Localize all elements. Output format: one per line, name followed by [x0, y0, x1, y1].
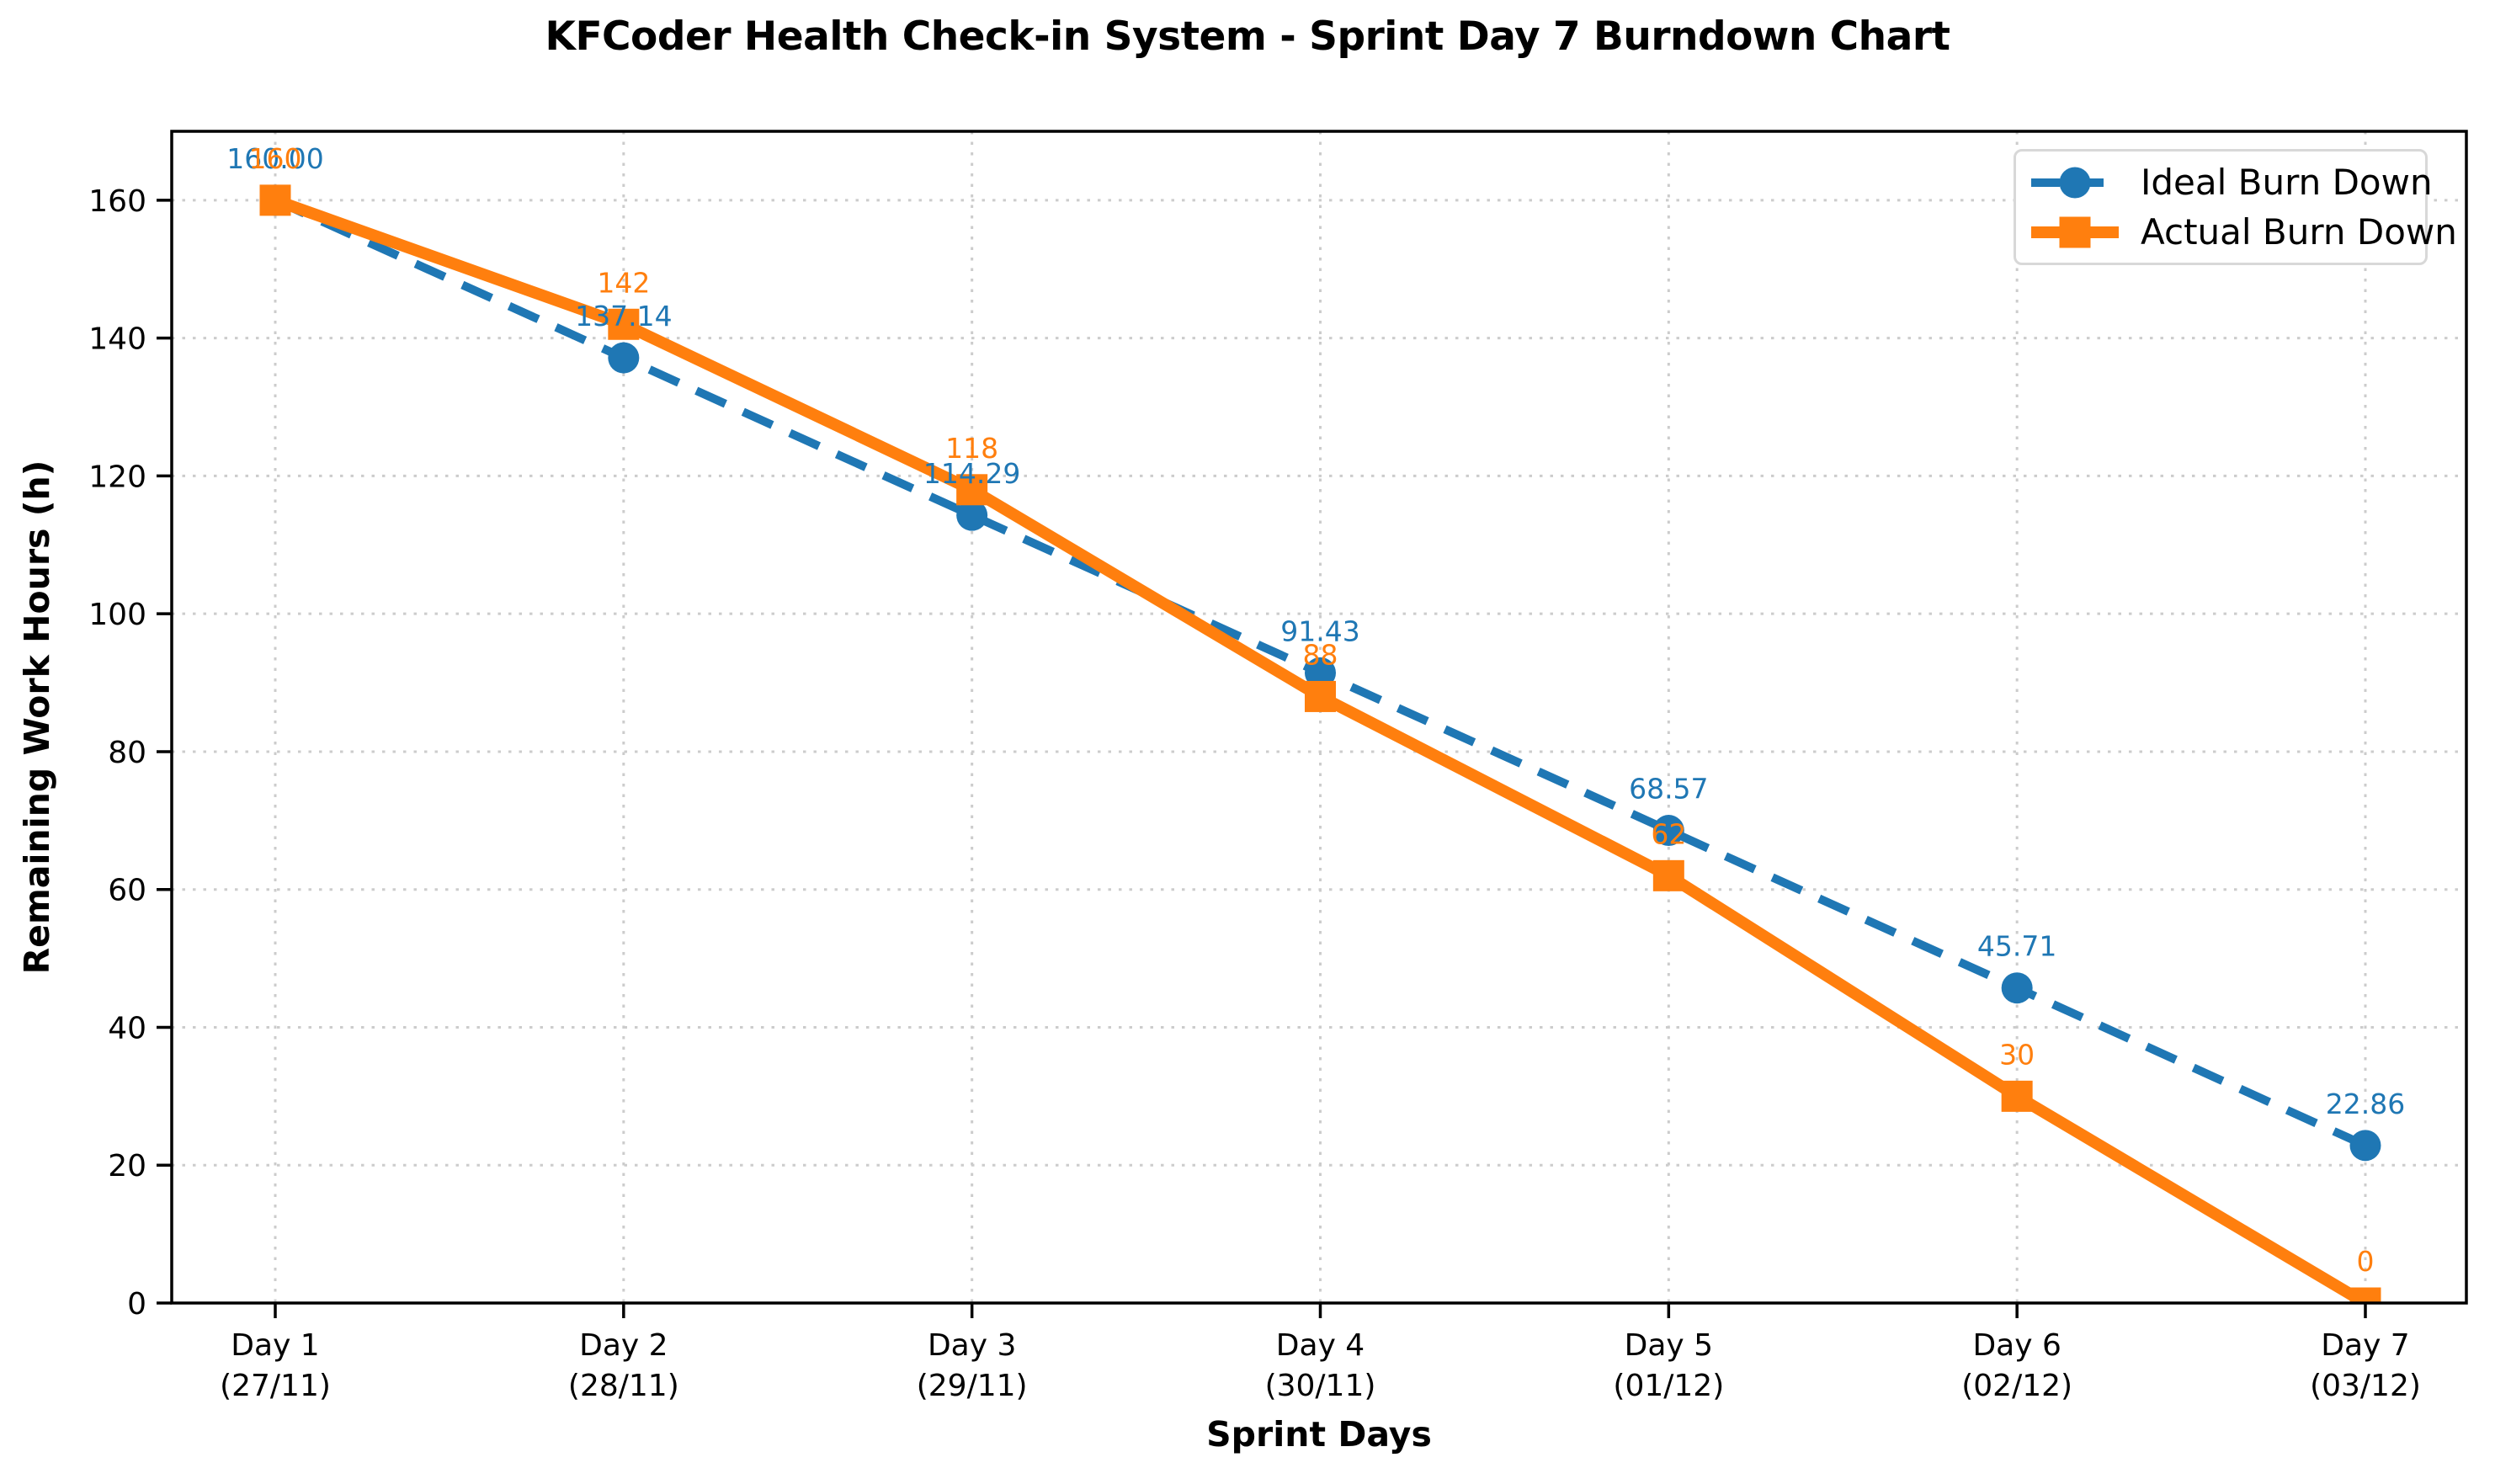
- actual-point-marker: [259, 184, 291, 216]
- x-tick-label-date: (27/11): [220, 1369, 331, 1403]
- data-label: 160.00: [226, 142, 323, 175]
- y-tick-label: 20: [108, 1149, 146, 1183]
- data-label: 22.86: [2326, 1088, 2405, 1120]
- x-tick-label-date: (28/11): [568, 1369, 679, 1403]
- data-label: 114.29: [923, 457, 1020, 490]
- data-label: 68.57: [1629, 773, 1708, 806]
- legend-sample-circle-marker: [2059, 167, 2091, 198]
- ideal-point-marker: [956, 499, 988, 531]
- ideal-series: [259, 184, 2381, 1162]
- legend-item-ideal: Ideal Burn Down: [2028, 162, 2433, 203]
- ideal-point-marker: [2001, 972, 2033, 1004]
- x-tick-label-date: (01/12): [1613, 1369, 1724, 1403]
- data-label: 137.14: [575, 300, 672, 332]
- legend-sample-square-marker: [2059, 216, 2091, 247]
- x-tick-label-day: Day 7: [2321, 1328, 2409, 1363]
- actual-point-marker: [956, 474, 988, 506]
- x-tick-label-day: Day 3: [928, 1328, 1016, 1363]
- chart-title: KFCoder Health Check-in System - Sprint …: [545, 13, 1950, 60]
- x-tick-label-day: Day 5: [1625, 1328, 1713, 1363]
- y-tick-label: 100: [88, 598, 146, 632]
- x-tick-label-date: (30/11): [1265, 1369, 1376, 1403]
- ideal-point-labels: 160.00 137.14 114.29 91.43 68.57 45.71 22.86: [226, 142, 2405, 1120]
- actual-point-marker: [1305, 680, 1336, 712]
- data-label: 45.71: [1977, 930, 2056, 963]
- data-label: 30: [1999, 1038, 2035, 1071]
- actual-series-sample-icon: [2031, 216, 2119, 247]
- y-tick-label: 120: [88, 460, 146, 494]
- y-tick-label: 0: [127, 1287, 146, 1322]
- ideal-point-marker: [2349, 1130, 2381, 1162]
- legend: Ideal Burn Down Actual Burn Down: [2014, 149, 2457, 265]
- legend-label-ideal: Ideal Burn Down: [2141, 162, 2433, 203]
- ideal-point-marker: [608, 342, 640, 374]
- x-tick-label-date: (03/12): [2310, 1369, 2421, 1403]
- x-tick-label-date: (02/12): [1961, 1369, 2072, 1403]
- actual-point-marker: [2349, 1287, 2381, 1303]
- actual-point-marker: [1652, 859, 1684, 891]
- y-axis: 0 20 40 60 80 100 120 140 160: [88, 184, 172, 1322]
- legend-label-actual: Actual Burn Down: [2141, 211, 2457, 253]
- data-label: 160: [249, 142, 302, 175]
- legend-item-actual: Actual Burn Down: [2028, 211, 2457, 253]
- x-tick-label-day: Day 6: [1972, 1328, 2061, 1363]
- actual-point-marker: [608, 308, 640, 340]
- x-tick-label-date: (29/11): [917, 1369, 1028, 1403]
- y-tick-label: 80: [108, 736, 146, 770]
- data-label: 91.43: [1280, 614, 1359, 647]
- x-tick-label-day: Day 4: [1276, 1328, 1365, 1363]
- actual-point-labels: 160 142 118 88 62 30 0: [249, 142, 2375, 1278]
- grid: [172, 131, 2466, 1303]
- y-tick-label: 160: [88, 184, 146, 219]
- x-tick-label-day: Day 1: [231, 1328, 319, 1363]
- data-label: 62: [1651, 817, 1686, 850]
- y-tick-label: 60: [108, 874, 146, 908]
- data-label: 118: [945, 432, 998, 465]
- x-axis: Day 1 (27/11) Day 2 (28/11) Day 3 (29/11) Day …: [220, 1303, 2421, 1403]
- ideal-point-marker: [1652, 815, 1684, 847]
- y-tick-label: 140: [88, 322, 146, 357]
- actual-point-marker: [2001, 1080, 2033, 1112]
- x-axis-title: Sprint Days: [1206, 1414, 1432, 1455]
- ideal-series-sample-icon: [2031, 167, 2119, 198]
- ideal-point-marker: [1305, 657, 1336, 689]
- data-label: 88: [1303, 638, 1338, 671]
- y-tick-label: 40: [108, 1011, 146, 1045]
- actual-series: [259, 184, 2381, 1303]
- y-axis-title: Remaining Work Hours (h): [17, 460, 57, 975]
- x-tick-label-day: Day 2: [579, 1328, 668, 1363]
- data-label: 142: [597, 266, 650, 299]
- data-label: 0: [2357, 1245, 2375, 1278]
